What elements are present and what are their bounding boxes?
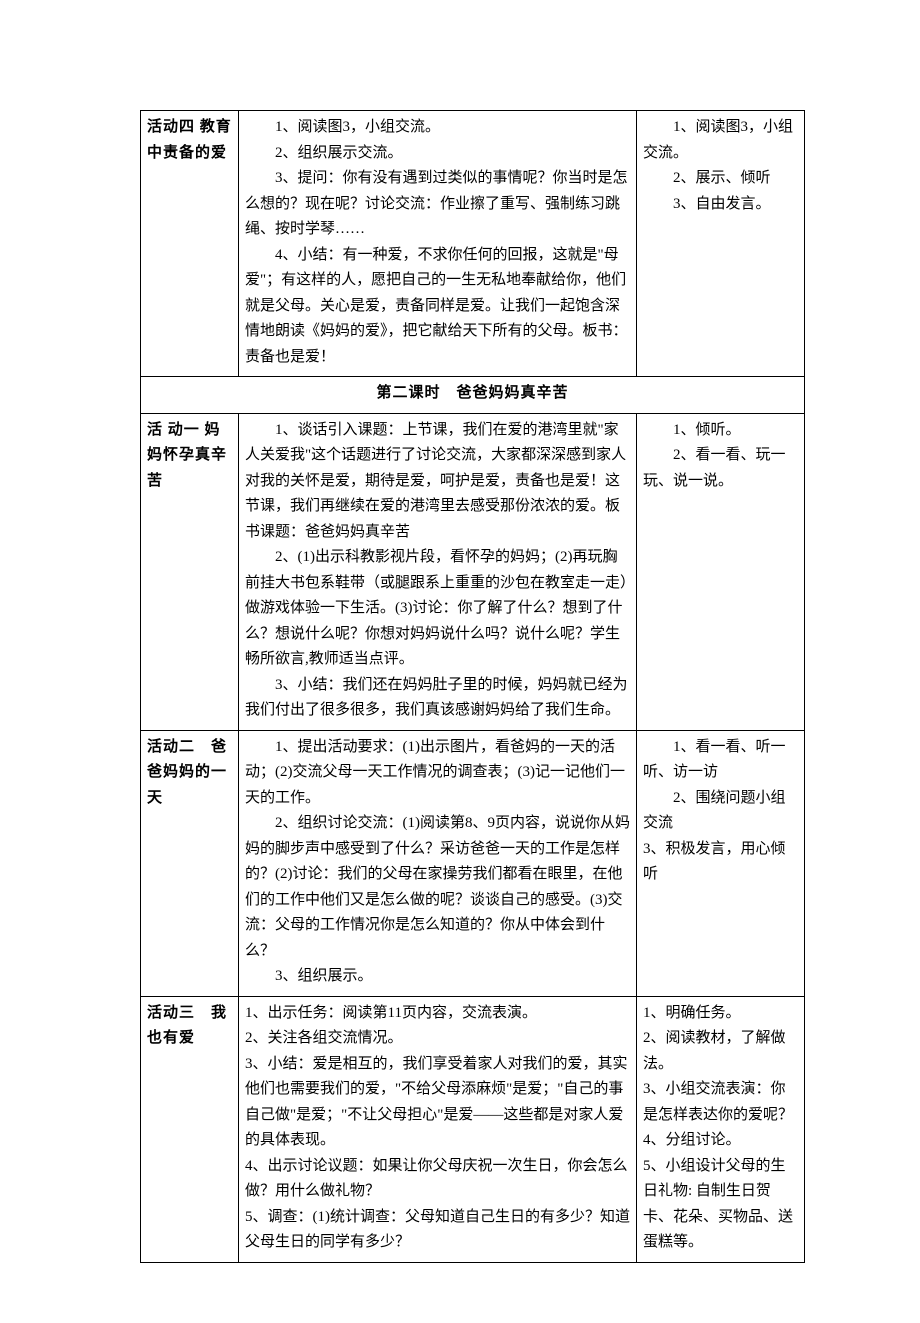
content-paragraph: 3、提问：你有没有遇到过类似的事情呢？你当时是怎么想的？现在呢？讨论交流：作业擦… <box>245 166 630 243</box>
content-paragraph: 1、提出活动要求：(1)出示图片，看爸妈的一天的活动；(2)交流父母一天工作情况… <box>245 735 630 812</box>
activity-title: 活动三 我也有爱 <box>147 1005 227 1047</box>
content-paragraph: 2、阅读教材，了解做法。 <box>643 1026 798 1077</box>
section-header-cell: 第二课时 爸爸妈妈真辛苦 <box>141 377 805 414</box>
content-paragraph: 3、小组交流表演：你是怎样表达你的爱呢？ <box>643 1077 798 1128</box>
content-paragraph: 1、明确任务。 <box>643 1001 798 1027</box>
activity-title-cell: 活动三 我也有爱 <box>141 996 239 1262</box>
content-paragraph: 3、积极发言，用心倾听 <box>643 837 798 888</box>
table-row: 第二课时 爸爸妈妈真辛苦 <box>141 377 805 414</box>
content-paragraph: 3、小结：我们还在妈妈肚子里的时候，妈妈就已经为我们付出了很多很多，我们真该感谢… <box>245 673 630 724</box>
content-paragraph: 1、倾听。 <box>643 418 798 444</box>
teacher-activity-cell: 1、出示任务：阅读第11页内容，交流表演。2、关注各组交流情况。3、小结：爱是相… <box>239 996 637 1262</box>
document-page: 活动四 教育中责备的爱1、阅读图3，小组交流。2、组织展示交流。3、提问：你有没… <box>0 0 920 1323</box>
content-paragraph: 2、围绕问题小组交流 <box>643 786 798 837</box>
activity-title: 活 动一 妈妈怀孕真辛苦 <box>147 422 227 489</box>
content-paragraph: 2、关注各组交流情况。 <box>245 1026 630 1052</box>
content-paragraph: 1、阅读图3，小组交流。 <box>245 115 630 141</box>
table-row: 活动二 爸爸妈妈的一天 1、提出活动要求：(1)出示图片，看爸妈的一天的活动；(2… <box>141 730 805 996</box>
content-paragraph: 4、出示讨论议题：如果让你父母庆祝一次生日，你会怎么做？用什么做礼物？ <box>245 1154 630 1205</box>
content-paragraph: 1、谈话引入课题：上节课，我们在爱的港湾里就"家人关爱我"这个话题进行了讨论交流… <box>245 418 630 546</box>
content-paragraph: 2、组织讨论交流：(1)阅读第8、9页内容，说说你从妈妈的脚步声中感受到了什么？… <box>245 811 630 964</box>
teacher-activity-cell: 1、提出活动要求：(1)出示图片，看爸妈的一天的活动；(2)交流父母一天工作情况… <box>239 730 637 996</box>
activity-title: 活动二 爸爸妈妈的一天 <box>147 739 227 806</box>
content-paragraph: 3、小结：爱是相互的，我们享受着家人对我们的爱，其实他们也需要我们的爱，"不给父… <box>245 1052 630 1154</box>
content-paragraph: 1、看一看、听一听、访一访 <box>643 735 798 786</box>
student-activity-cell: 1、明确任务。2、阅读教材，了解做法。3、小组交流表演：你是怎样表达你的爱呢？4… <box>637 996 805 1262</box>
content-paragraph: 2、看一看、玩一玩、说一说。 <box>643 443 798 494</box>
activity-title-cell: 活 动一 妈妈怀孕真辛苦 <box>141 413 239 730</box>
student-activity-cell: 1、看一看、听一听、访一访2、围绕问题小组交流3、积极发言，用心倾听 <box>637 730 805 996</box>
teacher-activity-cell: 1、阅读图3，小组交流。2、组织展示交流。3、提问：你有没有遇到过类似的事情呢？… <box>239 111 637 377</box>
content-paragraph: 1、阅读图3，小组交流。 <box>643 115 798 166</box>
content-paragraph: 5、调查：(1)统计调查：父母知道自己生日的有多少？知道父母生日的同学有多少？ <box>245 1205 630 1256</box>
teacher-activity-cell: 1、谈话引入课题：上节课，我们在爱的港湾里就"家人关爱我"这个话题进行了讨论交流… <box>239 413 637 730</box>
content-paragraph: 1、出示任务：阅读第11页内容，交流表演。 <box>245 1001 630 1027</box>
content-paragraph: 2、组织展示交流。 <box>245 141 630 167</box>
table-row: 活 动一 妈妈怀孕真辛苦 1、谈话引入课题：上节课，我们在爱的港湾里就"家人关爱我… <box>141 413 805 730</box>
table-row: 活动四 教育中责备的爱1、阅读图3，小组交流。2、组织展示交流。3、提问：你有没… <box>141 111 805 377</box>
table-row: 活动三 我也有爱 1、出示任务：阅读第11页内容，交流表演。2、关注各组交流情况。… <box>141 996 805 1262</box>
content-paragraph: 2、(1)出示科教影视片段，看怀孕的妈妈；(2)再玩胸前挂大书包系鞋带（或腿跟系… <box>245 545 630 673</box>
content-paragraph: 3、自由发言。 <box>643 192 798 218</box>
content-paragraph: 4、小结：有一种爱，不求你任何的回报，这就是"母爱"；有这样的人，愿把自己的一生… <box>245 243 630 371</box>
activity-title-cell: 活动四 教育中责备的爱 <box>141 111 239 377</box>
content-paragraph: 4、分组讨论。 <box>643 1128 798 1154</box>
activity-title: 活动四 教育中责备的爱 <box>147 119 232 161</box>
content-paragraph: 2、展示、倾听 <box>643 166 798 192</box>
content-paragraph: 3、组织展示。 <box>245 964 630 990</box>
student-activity-cell: 1、阅读图3，小组交流。2、展示、倾听 3、自由发言。 <box>637 111 805 377</box>
content-paragraph: 5、小组设计父母的生日礼物: 自制生日贺卡、花朵、买物品、送蛋糕等。 <box>643 1154 798 1256</box>
lesson-plan-table: 活动四 教育中责备的爱1、阅读图3，小组交流。2、组织展示交流。3、提问：你有没… <box>140 110 805 1263</box>
table-body: 活动四 教育中责备的爱1、阅读图3，小组交流。2、组织展示交流。3、提问：你有没… <box>141 111 805 1263</box>
activity-title-cell: 活动二 爸爸妈妈的一天 <box>141 730 239 996</box>
student-activity-cell: 1、倾听。 2、看一看、玩一玩、说一说。 <box>637 413 805 730</box>
